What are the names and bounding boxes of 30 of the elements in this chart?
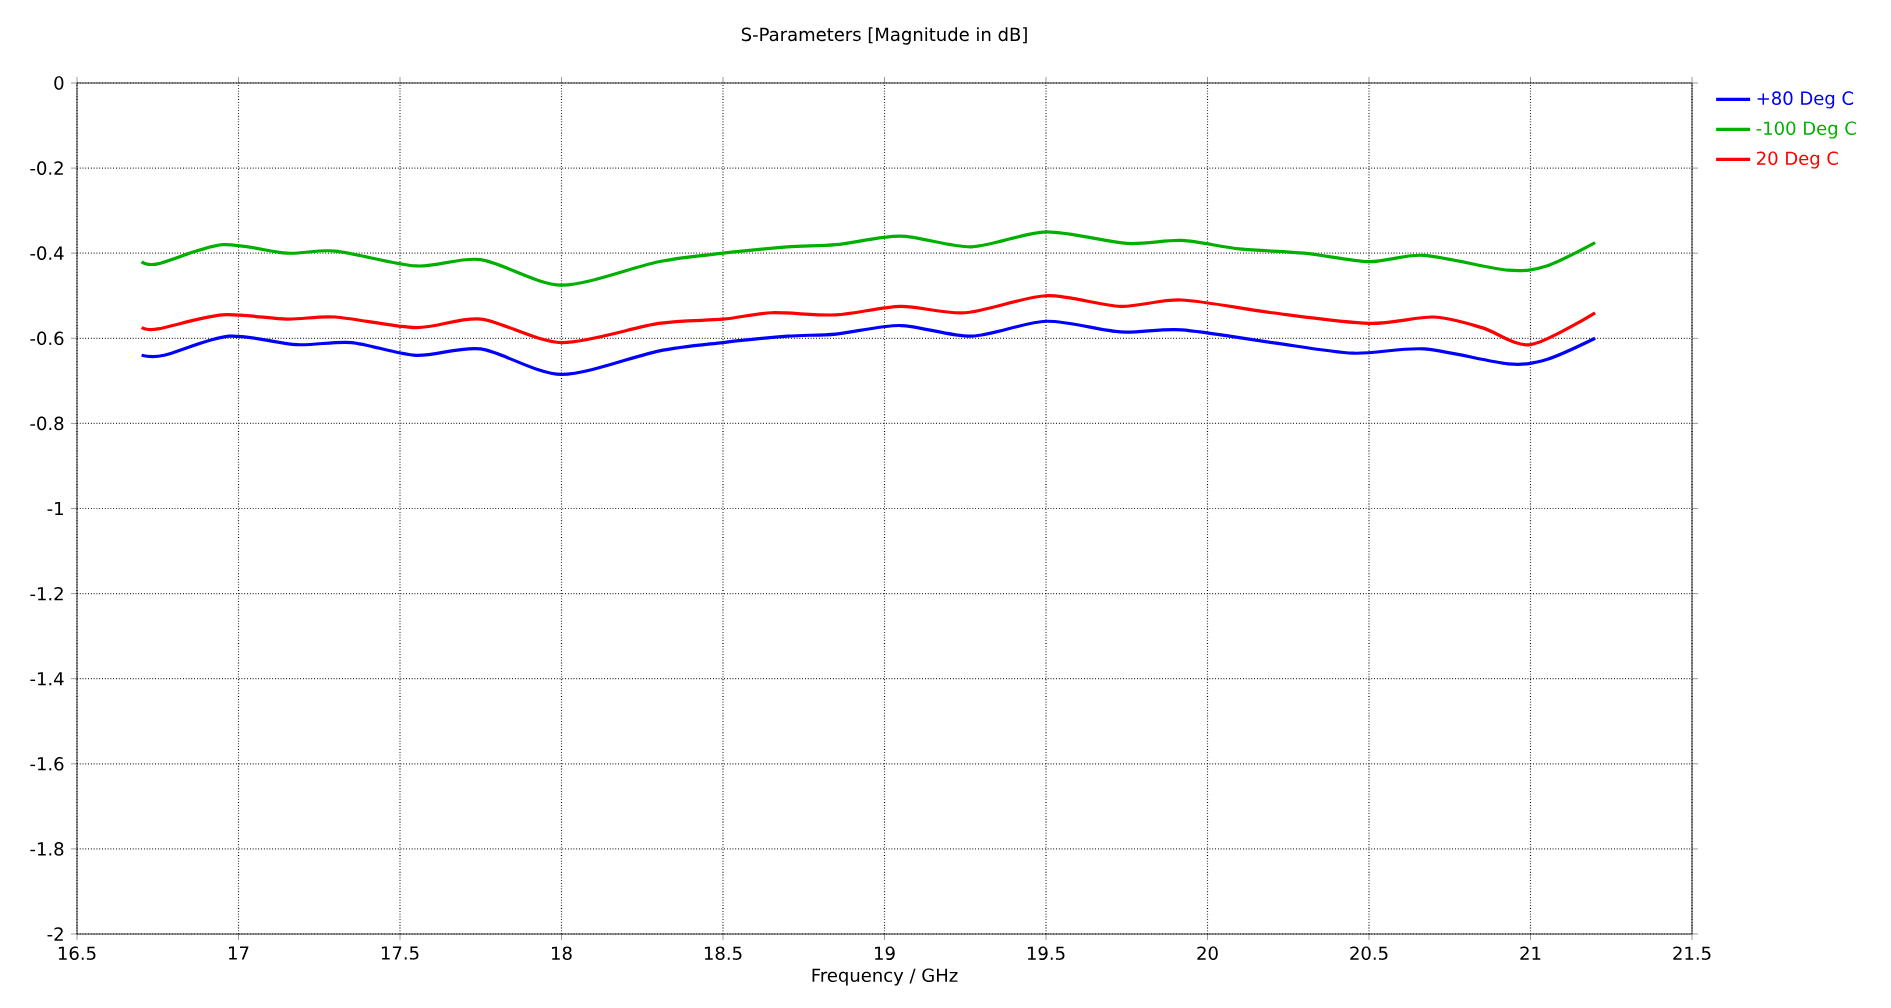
y-tick-label: -1.4 [30, 672, 64, 686]
y-tick-label: -1.8 [30, 842, 64, 856]
x-tick-label: 17 [229, 946, 249, 960]
x-tick-label: 19 [875, 946, 895, 961]
x-tick-label: 21.5 [1673, 946, 1711, 961]
x-axis-title: Frequency / GHz [812, 968, 958, 986]
y-tick-label: -1.2 [30, 586, 63, 601]
chart-title: S-Parameters [Magnitude in dB] [741, 27, 1027, 45]
y-tick-label: -2 [47, 927, 63, 941]
line-series [140, 294, 1597, 347]
x-tick-label: 16.5 [58, 946, 96, 961]
legend-label: +80 Deg C [1757, 91, 1854, 109]
x-tick-label: 20 [1197, 946, 1218, 961]
x-tick-label: 18.5 [704, 946, 742, 961]
y-tick-label: -0.8 [30, 416, 64, 431]
y-tick-label: -0.4 [30, 246, 64, 260]
y-tick-label: -0.2 [30, 161, 63, 175]
legend-label: 20 Deg C [1757, 151, 1838, 169]
x-tick-label: 19.5 [1027, 946, 1065, 961]
x-tick-label: 17.5 [381, 946, 419, 960]
line-series [140, 230, 1597, 287]
y-tick-label: -1.6 [30, 756, 64, 771]
y-tick-label: 0 [54, 76, 64, 90]
line-series [140, 319, 1597, 377]
y-tick-label: -0.6 [30, 331, 64, 346]
x-tick-label: 20.5 [1350, 946, 1388, 961]
y-tick-label: -1 [47, 501, 63, 516]
x-tick-label: 18 [552, 946, 572, 961]
legend-label: -100 Deg C [1756, 121, 1856, 139]
x-tick-label: 21 [1520, 946, 1541, 960]
